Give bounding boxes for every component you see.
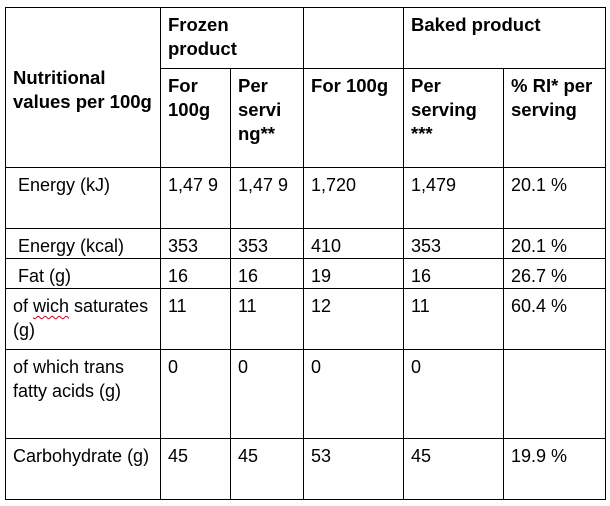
table-cell: 12: [303, 288, 405, 350]
table-cell: [503, 349, 607, 439]
table-cell: 45: [229, 438, 305, 500]
header-row-2: For 100g Per servi ng** For 100g Per ser…: [6, 68, 607, 168]
row-label: Carbohydrate (g): [5, 438, 161, 500]
table-cell: 45: [403, 438, 505, 500]
table-cell: 353: [229, 228, 305, 259]
table-cell: 16: [403, 258, 505, 289]
table-row: Energy (kcal) 353 353 410 353 20.1 %: [5, 228, 607, 259]
table-cell: 26.7 %: [503, 258, 607, 289]
table-cell: 11: [403, 288, 505, 350]
row-label-prefix: of: [13, 296, 34, 316]
table-cell: 410: [303, 228, 405, 259]
row-label: Energy (kJ): [5, 167, 161, 229]
table-row: of which trans fatty acids (g) 0 0 0 0: [5, 349, 607, 439]
row-label-suffix: saturates (g): [13, 296, 149, 340]
table-row: of wich saturates (g) 11 11 12 11 60.4 %: [5, 288, 607, 350]
table-cell: 53: [303, 438, 405, 500]
table-cell: 19: [303, 258, 405, 289]
col-header: Per servi ng**: [229, 68, 305, 168]
table-cell: 353: [403, 228, 505, 259]
row-label: Fat (g): [5, 258, 161, 289]
table-cell: 20.1 %: [503, 228, 607, 259]
row-label: of wich saturates (g): [5, 288, 161, 350]
table-row: Carbohydrate (g) 45 45 53 45 19.9 %: [5, 438, 607, 500]
table-row: Energy (kJ) 1,47 9 1,47 9 1,720 1,479 20…: [5, 167, 607, 229]
row-header-cell: Nutritional values per 100g: [5, 7, 161, 168]
table-cell: 60.4 %: [503, 288, 607, 350]
col-header: For 100g: [160, 68, 231, 168]
frozen-product-header: Frozen product: [159, 7, 305, 69]
table-cell: 16: [160, 258, 231, 289]
table-cell: 16: [229, 258, 305, 289]
row-label: Energy (kcal): [5, 228, 161, 259]
col-header: % RI* per serving: [503, 68, 607, 168]
table-cell: 0: [303, 349, 405, 439]
table-cell: 11: [160, 288, 231, 350]
header-row-1: Nutritional values per 100g Frozen produ…: [5, 7, 607, 168]
misspelled-word: wich: [33, 296, 70, 316]
col-header: For 100g: [303, 68, 405, 168]
table-row: Fat (g) 16 16 19 16 26.7 %: [5, 258, 607, 289]
nutrition-table: Nutritional values per 100g Frozen produ…: [5, 7, 607, 500]
table-cell: 11: [229, 288, 305, 350]
table-cell: 1,720: [303, 167, 405, 229]
table-cell: 1,47 9: [229, 167, 305, 229]
empty-header-cell: [303, 7, 405, 69]
table-cell: 1,479: [403, 167, 505, 229]
row-label: of which trans fatty acids (g): [5, 349, 161, 439]
col-header: Per serving ***: [403, 68, 505, 168]
table-cell: 19.9 %: [503, 438, 607, 500]
table-cell: 1,47 9: [160, 167, 231, 229]
table-cell: 45: [160, 438, 231, 500]
baked-product-header: Baked product: [403, 7, 607, 69]
row-header-label: Nutritional values per 100g: [13, 66, 152, 112]
table-cell: 20.1 %: [503, 167, 607, 229]
table-cell: 353: [160, 228, 231, 259]
table-cell: 0: [403, 349, 505, 439]
table-cell: 0: [160, 349, 231, 439]
table-cell: 0: [229, 349, 305, 439]
